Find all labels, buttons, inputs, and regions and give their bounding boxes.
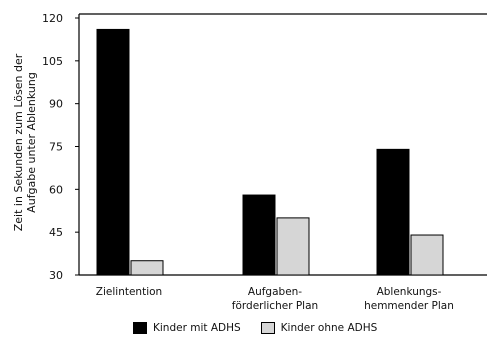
y-axis-title-line: Zeit in Sekunden zum Lösen der <box>12 53 25 231</box>
category-label-line: Ablenkungs- <box>377 286 442 298</box>
category-label-0: Zielintention <box>96 286 162 298</box>
legend-label-series-0: Kinder mit ADHS <box>153 322 241 334</box>
y-tick-label: 45 <box>49 226 63 239</box>
y-tick-label: 90 <box>49 98 63 111</box>
bar-series-0-cat-2 <box>376 148 410 276</box>
category-label-line: hemmender Plan <box>364 300 454 312</box>
category-label-1: Aufgaben-förderlicher Plan <box>232 286 318 312</box>
category-label-line: förderlicher Plan <box>232 300 318 312</box>
y-axis-label: Zeit in Sekunden zum Lösen derAufgabe un… <box>12 53 38 231</box>
y-tick-label: 75 <box>49 141 63 154</box>
y-tick-label: 60 <box>49 183 63 196</box>
category-label-line: Aufgaben- <box>248 286 302 298</box>
bars <box>96 28 444 276</box>
y-tick-label: 120 <box>42 12 63 25</box>
bar-series-1-cat-1 <box>276 217 310 276</box>
category-label-line: Zielintention <box>96 286 162 298</box>
bar-series-1-cat-0 <box>130 260 164 276</box>
y-axis-ticks: 30 45 60 75 90 105 120 <box>42 12 79 282</box>
y-axis-title: Zeit in Sekunden zum Lösen derAufgabe un… <box>12 53 38 231</box>
legend-label-series-1: Kinder ohne ADHS <box>280 322 378 334</box>
bar-series-1-cat-2 <box>410 234 444 276</box>
legend: Kinder mit ADHS Kinder ohne ADHS <box>133 322 377 334</box>
legend-swatch-series-0 <box>133 322 147 334</box>
legend-item-series-0: Kinder mit ADHS <box>133 322 241 334</box>
x-axis-categories: Zielintention Aufgaben-förderlicher PlanA… <box>96 286 454 312</box>
bar-series-0-cat-1 <box>242 194 276 276</box>
legend-item-series-1: Kinder ohne ADHS <box>260 322 378 334</box>
category-label-2: Ablenkungs-hemmender Plan <box>364 286 454 312</box>
y-tick-label: 30 <box>49 269 63 282</box>
bar-series-0-cat-0 <box>96 28 130 276</box>
y-axis-title-line: Aufgabe unter Ablenkung <box>25 72 38 213</box>
legend-swatch-series-1 <box>260 322 275 334</box>
y-tick-label: 105 <box>42 55 63 68</box>
